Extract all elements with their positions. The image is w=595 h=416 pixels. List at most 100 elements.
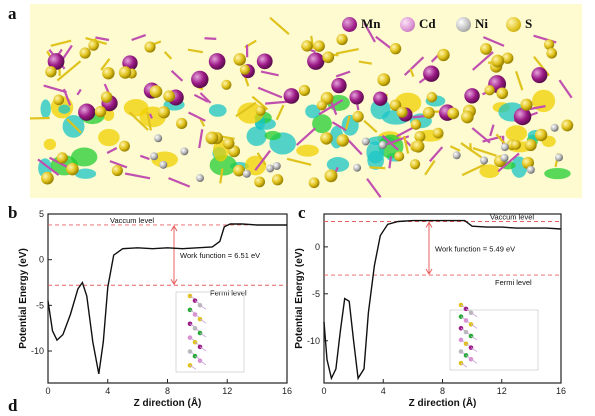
s-atom (427, 92, 438, 103)
potential-energy-series-line (48, 224, 287, 374)
bond (473, 52, 493, 70)
mn-atom (464, 88, 479, 103)
y-axis-label: Potential Energy (eV) (295, 248, 305, 349)
plot-frame (48, 214, 287, 383)
bond (154, 41, 161, 44)
s-atom (511, 140, 521, 150)
s-atom (79, 47, 90, 58)
charge-density-lobe (98, 129, 120, 146)
ni-atom (379, 141, 387, 149)
bond (369, 167, 385, 168)
s-atom (336, 134, 349, 147)
ni-atom-icon (456, 17, 471, 32)
bond (470, 143, 471, 151)
bond (172, 71, 183, 81)
y-tick-label: -10 (31, 346, 44, 356)
bond (270, 18, 289, 34)
y-tick-label: 5 (39, 209, 44, 219)
panel-a-letter: a (8, 4, 17, 24)
x-axis-label: Z direction (Å) (409, 396, 477, 408)
s-atom (163, 90, 175, 102)
s-atom (112, 165, 123, 176)
bond (277, 105, 284, 120)
bond (376, 37, 392, 50)
bond (297, 128, 316, 145)
s-atom (433, 128, 444, 139)
s-atom (461, 111, 474, 124)
y-axis-label: Potential Energy (eV) (18, 248, 29, 349)
s-atom (336, 34, 347, 45)
bond (430, 147, 443, 161)
charge-density-lobe (124, 99, 149, 116)
inset-box (176, 292, 244, 372)
work-function-label: Work function = 6.51 eV (180, 251, 260, 260)
bond (169, 178, 190, 187)
mn-atom (423, 65, 439, 81)
s-atom (102, 67, 114, 79)
ni-atom (362, 138, 370, 146)
s-atom (158, 106, 170, 118)
ni-atom (154, 134, 162, 142)
mn-atom (331, 78, 346, 93)
plot-frame (324, 214, 561, 383)
x-tick-label: 4 (381, 386, 386, 396)
bond (132, 35, 146, 40)
legend-label-cd: Cd (419, 16, 436, 32)
s-atom (95, 106, 106, 117)
charge-density-lobe (247, 126, 267, 146)
bond (287, 159, 311, 165)
ni-atom (480, 157, 488, 165)
s-atom (223, 138, 234, 149)
legend-label-s: S (525, 16, 532, 32)
s-atom (45, 66, 56, 77)
bond (199, 129, 202, 148)
bond (397, 127, 414, 136)
x-tick-label: 8 (440, 386, 445, 396)
y-tick-label: 0 (315, 242, 320, 252)
ni-atom (527, 166, 535, 174)
ni-atom (501, 143, 509, 151)
s-atom (496, 87, 508, 99)
s-atom (240, 65, 250, 75)
s-atom (520, 99, 532, 111)
s-atom (254, 176, 265, 187)
legend-item-cd: Cd (400, 16, 436, 32)
charge-density-lobe (506, 125, 527, 141)
ni-atom (180, 147, 188, 155)
s-atom (299, 85, 310, 96)
legend-label-ni: Ni (475, 16, 488, 32)
charge-density-lobe (58, 105, 70, 114)
bond (189, 113, 206, 121)
mn-atom (191, 71, 208, 88)
bond (336, 72, 350, 77)
ni-atom (551, 124, 559, 132)
cd-atom-icon (400, 17, 415, 32)
bond (410, 69, 413, 77)
ni-atom (150, 152, 158, 160)
mn-atom (307, 53, 324, 70)
s-atom (256, 106, 266, 116)
mn-atom (78, 104, 95, 121)
x-axis-label: Z direction (Å) (134, 396, 202, 408)
crystal-structure-image (30, 4, 582, 198)
s-atom (66, 163, 79, 176)
charge-density-structure: Mn Cd Ni S (30, 4, 582, 198)
mn-atom (531, 67, 547, 83)
ni-atom (501, 154, 509, 162)
s-atom (352, 111, 363, 122)
bond (261, 72, 279, 76)
bond (336, 49, 359, 54)
bond (77, 89, 80, 94)
y-tick-label: 0 (39, 255, 44, 265)
s-atom (377, 73, 390, 86)
inset-slab-model (176, 292, 244, 372)
x-tick-label: 0 (45, 386, 50, 396)
bond (364, 121, 377, 132)
charge-density-lobe (44, 139, 56, 150)
legend-item-s: S (506, 16, 532, 32)
bond (265, 102, 289, 104)
ni-atom (196, 174, 204, 182)
s-atom (411, 119, 422, 130)
